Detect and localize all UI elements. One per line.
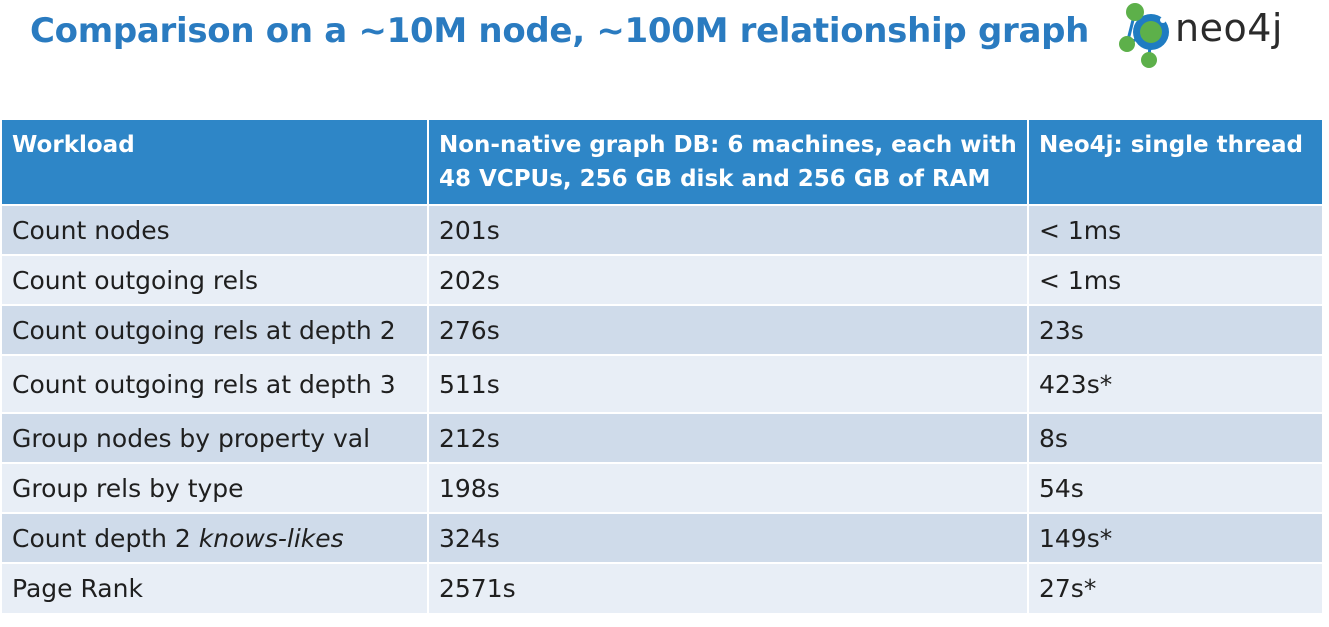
non-native-cell: 201s [428,204,1029,255]
slide-title: Comparison on a ~10M node, ~100M relatio… [30,11,1090,51]
non-native-cell: 2571s [428,562,1029,613]
workload-cell: Count outgoing rels at depth 3 [2,354,429,413]
workload-cell: Group rels by type [2,462,429,513]
workload-cell: Count nodes [2,204,429,255]
neo4j-cell: 27s* [1028,562,1322,613]
table-header-row: Workload Non-native graph DB: 6 machines… [2,120,1322,205]
neo4j-cell: 8s [1028,412,1322,463]
neo4j-cell: 149s* [1028,512,1322,563]
table-row: Count depth 2 knows-likes 324s 149s* [2,512,1322,563]
table-row: Count nodes 201s < 1ms [2,204,1322,255]
table-row: Page Rank 2571s 27s* [2,562,1322,613]
workload-cell: Count depth 2 knows-likes [2,512,429,563]
non-native-cell: 198s [428,462,1029,513]
logo-wordmark: neo4j [1175,6,1283,50]
header-non-native-graph-db: Non-native graph DB: 6 machines, each wi… [428,120,1029,205]
neo4j-cell: 54s [1028,462,1322,513]
table-row: Group rels by type 198s 54s [2,462,1322,513]
neo4j-cell: < 1ms [1028,254,1322,305]
non-native-cell: 276s [428,304,1029,355]
non-native-cell: 202s [428,254,1029,305]
non-native-cell: 324s [428,512,1029,563]
neo4j-cell: 423s* [1028,354,1322,413]
comparison-table: Workload Non-native graph DB: 6 machines… [2,120,1322,613]
workload-emphasis: knows-likes [198,523,344,553]
workload-text: Count depth 2 [12,523,199,553]
header-workload: Workload [2,120,429,205]
neo4j-logo: neo4j [1113,0,1313,72]
neo4j-cell: 23s [1028,304,1322,355]
neo4j-logo-icon [1119,3,1169,68]
table-row: Count outgoing rels 202s < 1ms [2,254,1322,305]
table-row: Count outgoing rels at depth 2 276s 23s [2,304,1322,355]
table-row: Group nodes by property val 212s 8s [2,412,1322,463]
workload-cell: Count outgoing rels [2,254,429,305]
workload-cell: Page Rank [2,562,429,613]
non-native-cell: 212s [428,412,1029,463]
workload-cell: Count outgoing rels at depth 2 [2,304,429,355]
neo4j-cell: < 1ms [1028,204,1322,255]
non-native-cell: 511s [428,354,1029,413]
workload-cell: Group nodes by property val [2,412,429,463]
table-row: Count outgoing rels at depth 3 511s 423s… [2,354,1322,413]
header-neo4j: Neo4j: single thread [1028,120,1322,205]
